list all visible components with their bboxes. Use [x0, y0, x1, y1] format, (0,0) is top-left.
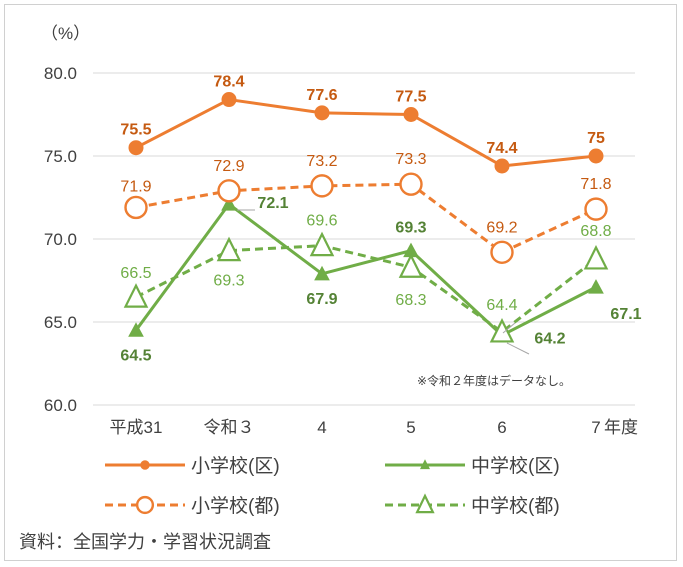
leader-line	[506, 342, 530, 355]
source-note: 資料：全国学力・学習状況調査	[19, 532, 271, 552]
point-marker	[583, 244, 609, 270]
point-marker	[128, 322, 144, 337]
y-tick-label: 70.0	[44, 230, 77, 249]
legend-label: 中学校(区)	[471, 455, 560, 477]
x-tick-label: 7	[591, 418, 600, 437]
data-label: 71.8	[580, 176, 611, 193]
point-marker	[314, 265, 330, 281]
series-line	[135, 244, 597, 334]
data-label: 67.9	[306, 291, 337, 308]
data-label: 73.3	[395, 151, 426, 168]
point-marker	[403, 107, 419, 122]
legend-label: 小学校(区)	[191, 455, 280, 477]
data-label: 67.1	[610, 306, 641, 323]
data-label: 75	[587, 130, 605, 147]
series-line	[135, 182, 597, 254]
point-marker	[415, 493, 435, 514]
point-marker	[140, 460, 150, 470]
data-label: 75.5	[120, 122, 151, 139]
y-tick-label: 80.0	[44, 64, 77, 83]
x-tick-label: 平成31	[110, 418, 163, 437]
legend-label: 小学校(都)	[191, 495, 280, 517]
point-marker	[217, 179, 241, 203]
data-label: 77.5	[395, 89, 426, 106]
data-label: 72.9	[213, 158, 244, 175]
data-label: 68.8	[580, 223, 611, 240]
x-tick-label: 6	[497, 418, 506, 437]
point-marker	[314, 105, 330, 121]
point-marker	[123, 283, 149, 308]
x-unit-label: 年度	[604, 418, 638, 437]
y-tick-label: 65.0	[44, 313, 77, 332]
data-label: 78.4	[213, 74, 244, 91]
chart-note: ※令和２年度はデータなし。	[417, 373, 571, 388]
point-marker	[124, 195, 148, 220]
point-marker	[490, 240, 514, 264]
point-marker	[588, 279, 604, 294]
line-chart: 60.0 65.0 70.0 75.0 80.0 平成31 令和３ 4 5 6 7 75.5 78.4…	[19, 24, 642, 552]
chart-frame: 60.0 65.0 70.0 75.0 80.0 平成31 令和３ 4 5 6 7 75.5 78.4…	[4, 4, 677, 561]
data-label: 74.4	[486, 140, 517, 157]
y-unit-label: （%）	[41, 24, 90, 43]
point-marker	[310, 174, 334, 198]
point-marker	[309, 231, 335, 257]
point-marker	[128, 140, 144, 156]
data-label: 69.3	[395, 220, 426, 237]
point-marker	[221, 92, 237, 108]
data-label: 64.5	[120, 347, 151, 364]
data-label: 73.2	[306, 153, 337, 170]
point-marker	[216, 236, 242, 262]
data-label: 66.5	[120, 265, 151, 282]
x-tick-label: 4	[317, 418, 326, 437]
y-tick-label: 60.0	[44, 396, 77, 415]
data-label: 69.6	[306, 213, 337, 230]
point-marker	[399, 172, 423, 196]
point-marker	[135, 495, 155, 515]
leader-line	[502, 322, 516, 334]
legend-label: 中学校(都)	[471, 495, 560, 517]
point-marker	[419, 459, 431, 470]
point-marker	[221, 196, 237, 211]
data-label: 64.2	[534, 330, 565, 347]
y-tick-label: 75.0	[44, 147, 77, 166]
data-label: 64.4	[486, 297, 517, 314]
series-line	[134, 202, 597, 337]
data-label: 77.6	[306, 87, 337, 104]
point-marker	[489, 318, 515, 343]
data-label: 72.1	[257, 195, 288, 212]
point-marker	[494, 158, 510, 174]
data-label: 69.2	[486, 219, 517, 236]
point-marker	[398, 253, 424, 278]
x-tick-label: 令和３	[204, 418, 255, 437]
data-label: 69.3	[213, 273, 244, 290]
data-label: 68.3	[395, 292, 426, 309]
x-tick-label: 5	[406, 418, 415, 437]
data-label: 71.9	[120, 178, 151, 195]
point-marker	[584, 197, 608, 221]
series-line	[135, 98, 597, 168]
point-marker	[588, 148, 604, 164]
